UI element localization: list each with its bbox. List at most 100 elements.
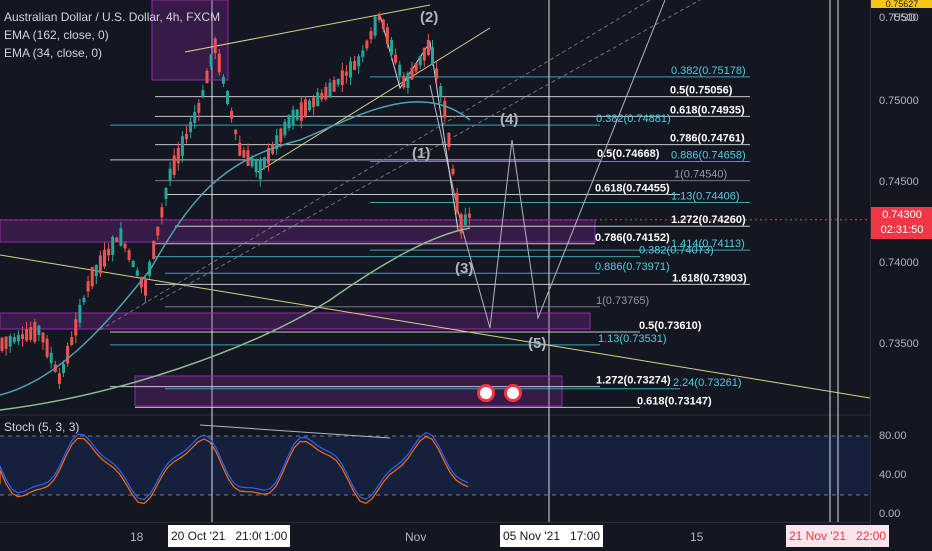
candle-body: [246, 150, 250, 166]
price-tick: 0.75500: [879, 12, 919, 24]
candle-body: [168, 168, 172, 181]
stoch-legend[interactable]: Stoch (5, 3, 3): [4, 420, 80, 434]
candle-body: [328, 82, 332, 98]
ema-short-legend[interactable]: EMA (34, close, 0): [4, 46, 103, 60]
candle-body: [262, 157, 266, 168]
wave-projection: [429, 0, 666, 329]
bar-countdown: 02:31:50: [880, 224, 924, 236]
price-tick: 0.74500: [879, 176, 919, 188]
candle-body: [139, 276, 143, 288]
candle-body: [435, 68, 439, 79]
candle-body: [381, 19, 385, 29]
candle-body: [414, 62, 418, 72]
ema-long-legend[interactable]: EMA (162, close, 0): [4, 28, 109, 42]
candle-body: [447, 132, 451, 147]
candle-body: [107, 248, 111, 256]
trend-line: [257, 27, 491, 173]
symbol-title[interactable]: Australian Dollar / U.S. Dollar, 4h, FXC…: [4, 10, 221, 24]
candle-body: [37, 325, 41, 336]
price-axis[interactable]: 0.75627 USD 0.75500 0.75000 0.74500 0.74…: [870, 0, 932, 550]
candle-body: [439, 86, 443, 97]
crosshair-date-left: 20 Oct '21 21:00: [168, 525, 269, 547]
wave-label: (3): [455, 260, 473, 277]
current-price-tag: 0.74300 02:31:50: [871, 207, 932, 239]
current-price: 0.74300: [882, 209, 922, 221]
candle-body: [320, 92, 324, 100]
fib-level-label: 0.5(0.74668): [597, 148, 660, 160]
price-tick: 0.74000: [879, 257, 919, 269]
crosshair-date-mid: 05 Nov '21 17:00: [500, 525, 604, 547]
candle-body: [459, 214, 463, 234]
candle-body: [267, 148, 270, 164]
fib-level-label: 0.382(0.74881): [596, 113, 671, 125]
fib-level-label: 0.618(0.73147): [637, 395, 712, 407]
candle-body: [275, 135, 279, 150]
candle-body: [70, 337, 74, 345]
candle-body: [193, 111, 197, 123]
candle-body: [226, 90, 229, 105]
candle-body: [336, 79, 340, 85]
fib-level-label: 1.272(0.73274): [596, 375, 671, 387]
candle-body: [185, 133, 188, 140]
purple-zone: [0, 219, 596, 243]
top-price-tag: 0.75627: [871, 0, 932, 9]
candle-body: [21, 334, 24, 339]
candle-body: [283, 121, 287, 136]
candle-body: [361, 50, 365, 57]
fib-level-label: 1.414(0.74113): [671, 238, 745, 250]
candle-body: [33, 322, 37, 342]
time-tick: 15: [690, 530, 704, 544]
fib-level-label: 0.786(0.74152): [595, 232, 670, 244]
candle-body: [180, 136, 184, 156]
candle-body: [369, 31, 373, 40]
candle-body: [303, 99, 307, 118]
ema-short-line: [0, 101, 471, 396]
event-flag-icon-inner: [507, 387, 519, 399]
candle-body: [455, 192, 459, 213]
fib-level-label: 0.786(0.74761): [670, 133, 745, 145]
price-tick: 0.75000: [879, 95, 919, 107]
candle-body: [49, 352, 53, 364]
candle-body: [12, 337, 16, 343]
time-axis[interactable]: 18 20 Oct '21 21:00 1:00 Nov 05 Nov '21 …: [0, 522, 890, 551]
candle-body: [316, 92, 320, 107]
candle-body: [418, 56, 422, 66]
candle-body: [295, 109, 299, 120]
currency-label[interactable]: USD: [893, 12, 917, 24]
candle-body: [451, 168, 455, 175]
candle-body: [16, 334, 20, 342]
candle-body: [4, 336, 8, 349]
crosshair-time-partial: 1:00: [261, 525, 291, 547]
wave-label: (5): [528, 335, 546, 352]
fib-level-label: 0.5(0.73610): [639, 320, 702, 332]
fib-level-label: 1(0.74540): [674, 169, 727, 181]
stoch-band: [0, 436, 870, 495]
candle-body: [160, 207, 164, 218]
candle-body: [29, 327, 33, 340]
stoch-tick: 80.00: [879, 430, 907, 442]
stoch-divergence-line: [199, 424, 391, 439]
candle-body: [135, 270, 139, 276]
candle-body: [398, 64, 402, 76]
crosshair-date-mid-label: 05 Nov '21: [503, 529, 560, 543]
candle-body: [86, 281, 90, 292]
candle-body: [176, 148, 180, 164]
stoch-tick: 0.00: [879, 508, 901, 520]
candle-body: [332, 80, 336, 92]
candle-body: [312, 97, 316, 108]
candle-body: [217, 53, 221, 73]
candle-body: [131, 260, 135, 268]
candle-body: [94, 265, 98, 277]
trend-line: [99, 0, 651, 331]
fib-level-label: 1.272(0.74260): [671, 214, 746, 226]
candle-body: [431, 47, 434, 65]
price-chart[interactable]: 0.382(0.75178) 0.5(0.75056) 0.618(0.74935)…: [0, 0, 870, 522]
candle-body: [111, 236, 115, 255]
candle-body: [123, 243, 127, 249]
wave-label: (1): [412, 145, 430, 162]
candle-body: [119, 228, 123, 246]
ema-long-line: [0, 227, 471, 411]
candle-body: [402, 75, 406, 88]
candle-body: [78, 304, 82, 323]
